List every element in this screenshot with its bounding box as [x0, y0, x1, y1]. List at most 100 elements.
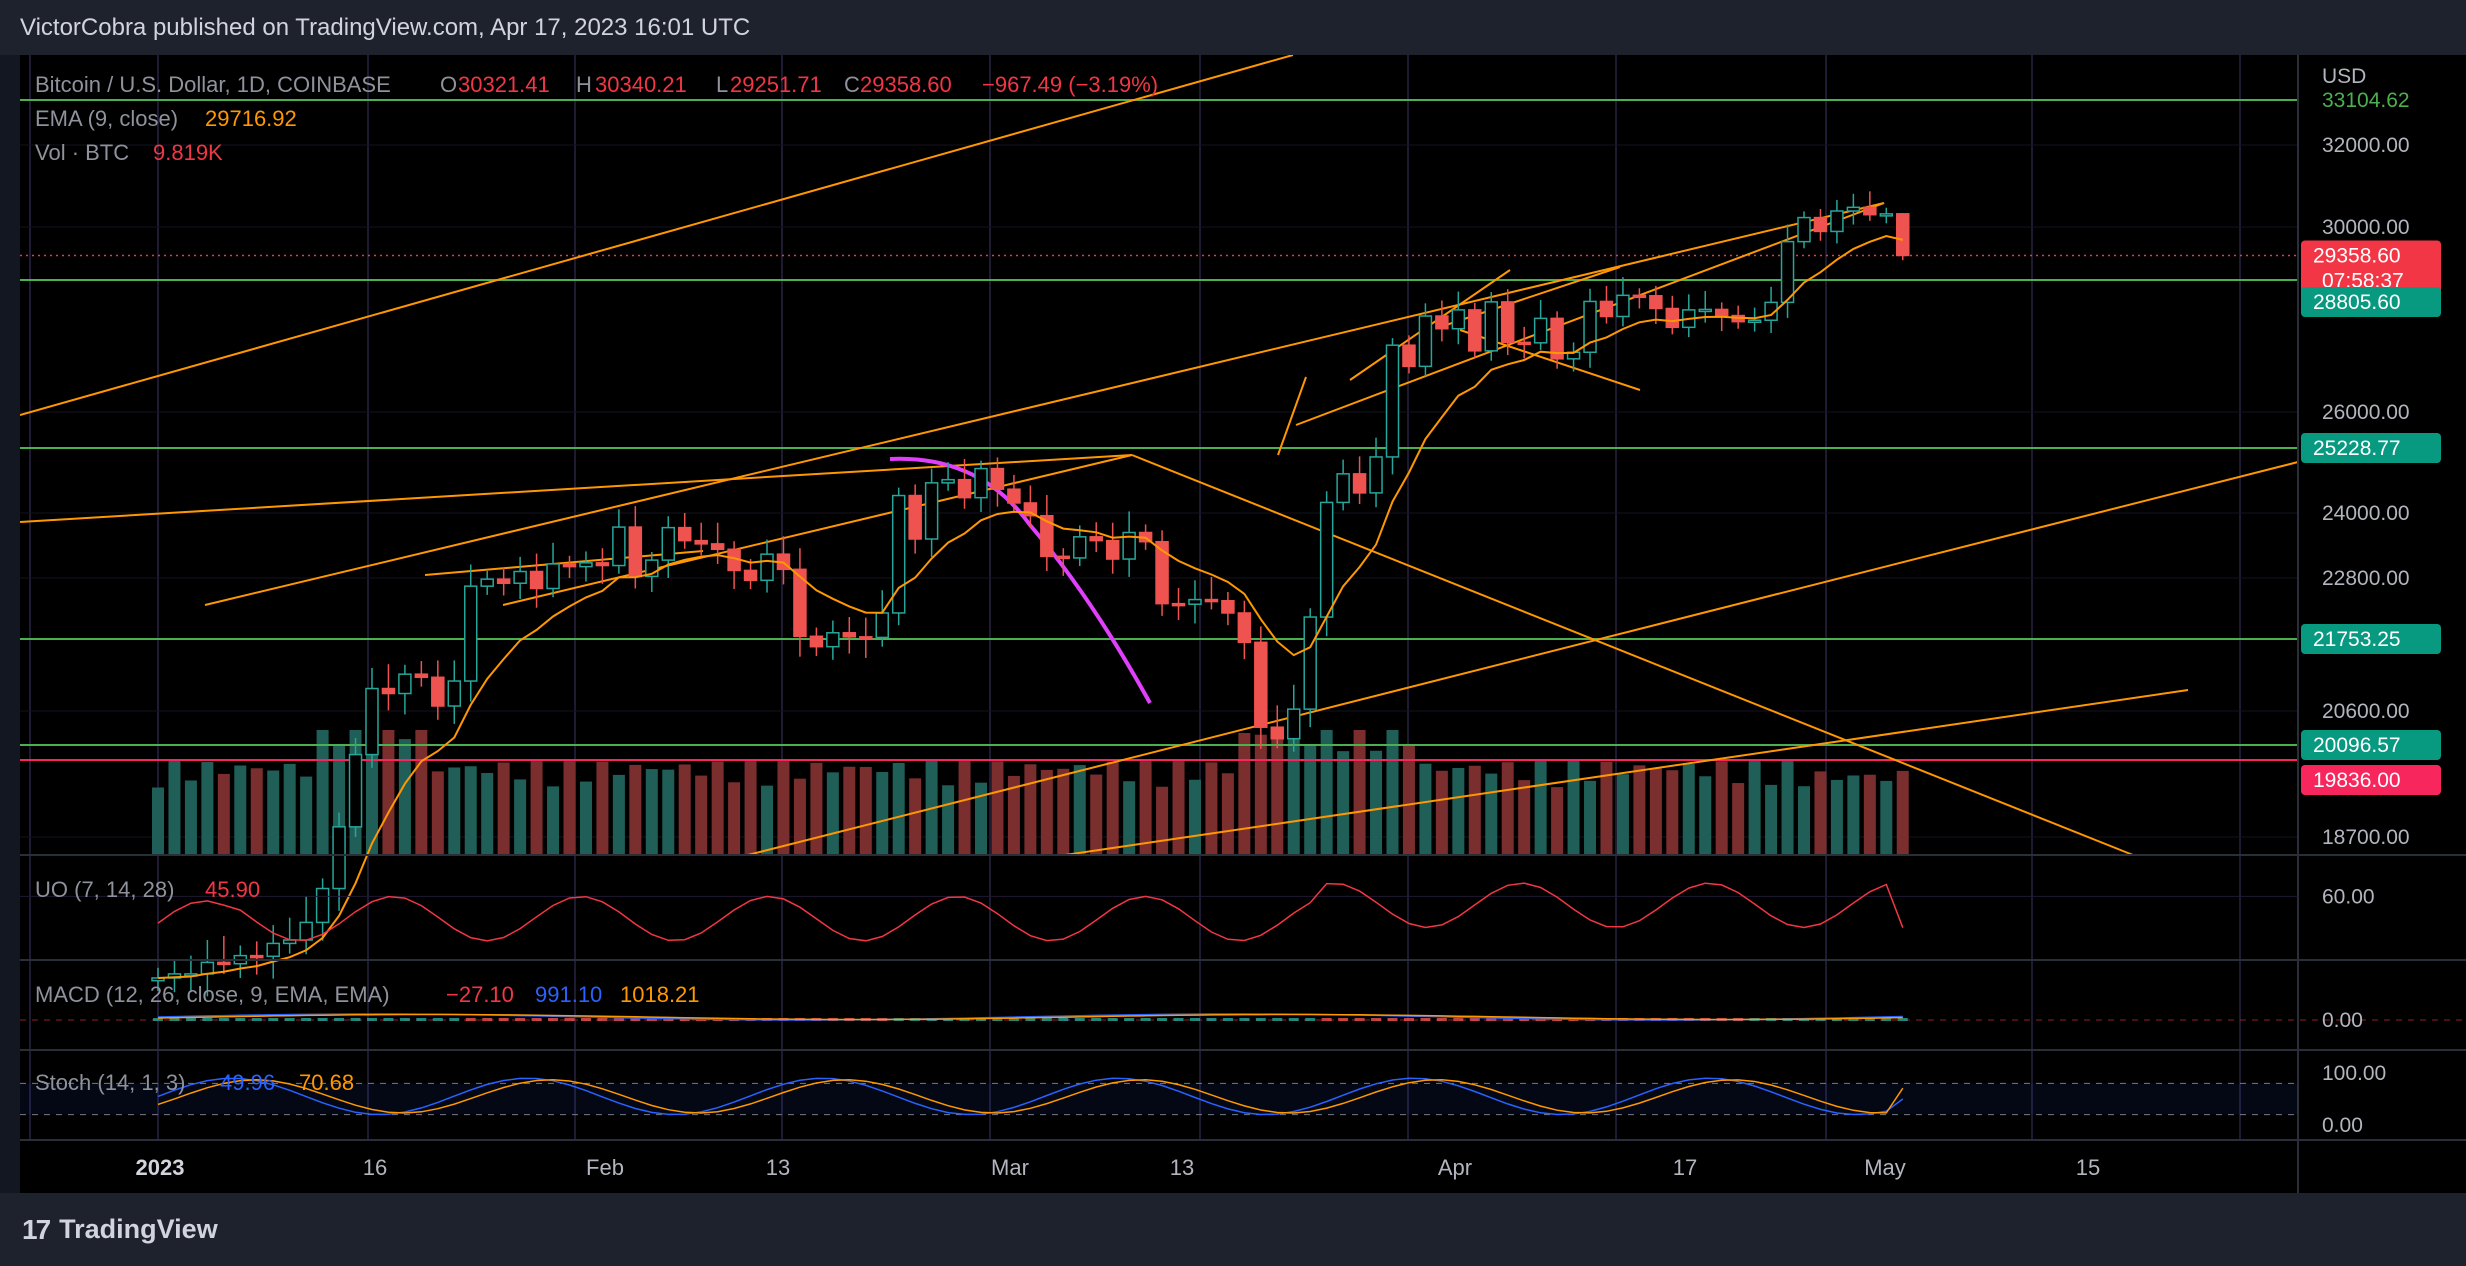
volume-bar — [1353, 730, 1366, 855]
trend-line — [502, 454, 1133, 606]
legend-c-value: 29358.60 — [860, 72, 952, 97]
volume-bar — [662, 769, 675, 855]
macd-histogram-bar — [1436, 1018, 1447, 1021]
tradingview-mark-icon: 17 — [22, 1213, 51, 1245]
volume-bar — [876, 772, 889, 855]
candle-body — [677, 526, 692, 542]
candle-body — [463, 585, 478, 682]
macd-value-2: 991.10 — [535, 982, 602, 1007]
volume-bar — [152, 787, 164, 855]
candle-body — [1583, 300, 1597, 353]
macd-histogram-bar — [646, 1018, 657, 1021]
candle-body — [1237, 612, 1252, 644]
candle-body — [1714, 308, 1729, 317]
candle-body — [579, 562, 593, 568]
macd-histogram-bar — [1091, 1018, 1102, 1021]
macd-histogram-bar — [1848, 1018, 1859, 1021]
candle-body — [1846, 206, 1861, 212]
macd-histogram-bar — [449, 1018, 460, 1021]
candle-body — [908, 494, 922, 540]
macd-histogram-bar — [350, 1018, 361, 1021]
stoch-k-line — [157, 1077, 1904, 1116]
price-badge — [2301, 624, 2441, 654]
volume-bar — [481, 772, 494, 855]
publisher-line: VictorCobra published on TradingView.com… — [20, 13, 751, 41]
macd-histogram-bar — [1107, 1018, 1118, 1021]
volume-bar — [777, 760, 790, 855]
volume-bar — [382, 730, 395, 855]
macd-histogram-bar — [268, 1018, 279, 1021]
macd-histogram-bar — [548, 1018, 559, 1021]
macd-histogram-bar — [1864, 1018, 1875, 1021]
trend-line — [20, 55, 1294, 416]
chart-frame[interactable]: 32000.00 30000.00 26000.00 24000.00 22800.00… — [20, 55, 2466, 1193]
stoch-tick-0: 0.00 — [2322, 1114, 2363, 1137]
legend-change: −967.49 (−3.19%) — [982, 72, 1158, 97]
macd-histogram-bar — [613, 1018, 624, 1021]
candle-body — [398, 673, 412, 695]
candle-body — [1550, 317, 1564, 360]
volume-bar — [250, 768, 263, 855]
macd-histogram-bar — [235, 1018, 246, 1021]
volume-bar — [761, 785, 774, 855]
legend-vol-label: Vol · BTC — [35, 140, 129, 165]
candle-body — [480, 578, 494, 587]
price-tick-partial: 33104.62 — [2322, 89, 2410, 112]
candle-body — [1286, 708, 1301, 740]
macd-histogram-bar — [399, 1018, 410, 1021]
volume-bar — [563, 760, 576, 855]
candle-body — [381, 687, 396, 695]
macd-histogram-bar — [498, 1018, 509, 1021]
volume-bar — [1485, 773, 1498, 855]
candle-body — [1468, 309, 1482, 352]
candle-body — [661, 526, 676, 561]
volume-bar — [1156, 786, 1169, 855]
macd-histogram-bar — [992, 1018, 1003, 1021]
candle-body — [1204, 598, 1219, 603]
macd-histogram-bar — [630, 1018, 641, 1021]
macd-histogram-bar — [1074, 1018, 1085, 1021]
volume-bar — [530, 760, 543, 855]
candle-body — [266, 942, 280, 958]
volume-bar — [1007, 775, 1020, 855]
candle-body — [513, 570, 527, 584]
volume-bar — [728, 782, 741, 855]
candle-body — [743, 569, 758, 582]
price-chart[interactable]: 32000.00 30000.00 26000.00 24000.00 22800.00… — [20, 55, 2466, 1193]
volume-bar — [547, 786, 560, 855]
volume-bar — [184, 780, 197, 855]
horizontal-levels — [20, 99, 2298, 761]
volume-bar — [1188, 779, 1201, 855]
volume-bar — [217, 773, 230, 855]
candle-body — [1879, 213, 1894, 217]
tradingview-logo[interactable]: 17 TradingView — [22, 1214, 218, 1246]
macd-histogram-bar — [1453, 1018, 1464, 1021]
volume-bar — [1040, 769, 1053, 855]
macd-histogram-bar — [334, 1018, 345, 1021]
trend-line — [1131, 454, 2134, 856]
volume-bar — [1699, 776, 1712, 855]
macd-value-1: −27.10 — [446, 982, 514, 1007]
macd-histogram-bar — [301, 1018, 312, 1021]
macd-histogram-bar — [597, 1018, 608, 1021]
price-badge — [2301, 287, 2441, 317]
candle-body — [924, 482, 939, 540]
volume-bar — [991, 761, 1004, 855]
volume-bar — [1748, 760, 1761, 855]
time-tick: 17 — [1673, 1155, 1697, 1180]
volume-bar — [1649, 768, 1662, 855]
candle-body — [1599, 300, 1614, 318]
bottom-bar: 17 TradingView — [0, 1193, 2466, 1266]
price-tick: 24000.00 — [2322, 502, 2410, 525]
macd-histogram-bar — [251, 1018, 262, 1021]
candle-body — [1056, 555, 1071, 560]
price-badge-label: 25228.77 — [2313, 437, 2401, 460]
candle-body — [447, 680, 462, 707]
candle-body — [250, 954, 264, 959]
volume-bar — [975, 782, 987, 855]
volume-bar — [1238, 733, 1251, 855]
macd-histogram-bar — [416, 1018, 427, 1021]
candle-body — [842, 632, 857, 638]
candle-body — [1863, 206, 1877, 216]
macd-signal-line — [157, 1013, 1903, 1021]
